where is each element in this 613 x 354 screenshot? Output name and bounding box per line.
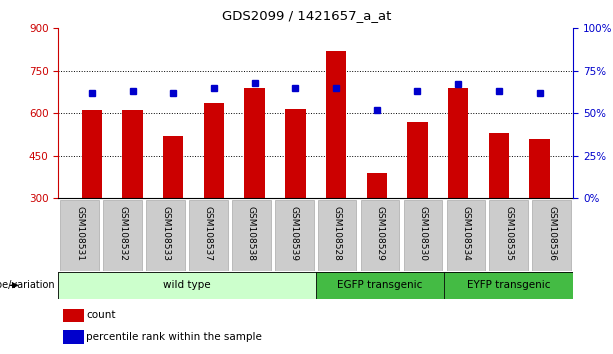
Bar [245, 88, 265, 198]
Bar [367, 173, 387, 198]
Bar [189, 200, 228, 271]
Bar [326, 51, 346, 198]
Text: EGFP transgenic: EGFP transgenic [337, 280, 423, 290]
Bar [444, 272, 573, 299]
Bar [316, 272, 444, 299]
Text: count: count [86, 310, 115, 320]
Bar [490, 200, 528, 271]
Text: GSM108537: GSM108537 [204, 206, 213, 261]
Text: GSM108531: GSM108531 [75, 206, 84, 261]
Text: GSM108533: GSM108533 [161, 206, 170, 261]
Bar [404, 200, 443, 271]
Bar [318, 200, 357, 271]
Text: GSM108535: GSM108535 [504, 206, 513, 261]
Bar [232, 200, 271, 271]
Text: GSM108528: GSM108528 [333, 206, 341, 261]
Bar [407, 122, 428, 198]
Bar [58, 272, 316, 299]
Bar [63, 309, 84, 322]
Bar [275, 200, 314, 271]
Bar [530, 139, 550, 198]
Bar [360, 200, 400, 271]
Text: genotype/variation: genotype/variation [0, 280, 55, 290]
Text: EYFP transgenic: EYFP transgenic [467, 280, 550, 290]
Bar [533, 200, 571, 271]
Text: GSM108530: GSM108530 [419, 206, 427, 261]
Text: GSM108539: GSM108539 [290, 206, 299, 261]
Text: GDS2099 / 1421657_a_at: GDS2099 / 1421657_a_at [222, 9, 391, 22]
Text: wild type: wild type [163, 280, 211, 290]
Text: GSM108534: GSM108534 [462, 206, 470, 261]
Bar [60, 200, 99, 271]
Bar [285, 109, 305, 198]
Bar [448, 88, 468, 198]
Text: percentile rank within the sample: percentile rank within the sample [86, 332, 262, 342]
Text: GSM108536: GSM108536 [547, 206, 556, 261]
Bar [204, 103, 224, 198]
Bar [63, 330, 84, 343]
Text: GSM108529: GSM108529 [376, 206, 384, 261]
Bar [447, 200, 485, 271]
Text: GSM108532: GSM108532 [118, 206, 127, 261]
Text: GSM108538: GSM108538 [247, 206, 256, 261]
Bar [123, 110, 143, 198]
Bar [103, 200, 142, 271]
Bar [82, 110, 102, 198]
Bar [489, 133, 509, 198]
Bar [147, 200, 185, 271]
Bar [163, 136, 183, 198]
